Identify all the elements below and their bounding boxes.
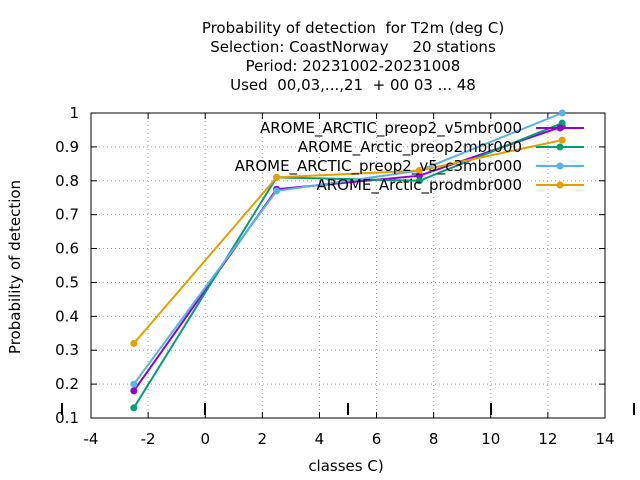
title-line-3: Period: 20231002-20231008 bbox=[245, 57, 461, 75]
x-tick-label: 2 bbox=[258, 430, 268, 448]
y-tick-label: 1 bbox=[69, 104, 79, 122]
series-line bbox=[132, 122, 563, 409]
data-point bbox=[130, 387, 138, 395]
y-axis-label: Probability of detection bbox=[6, 180, 24, 354]
series-line bbox=[133, 139, 563, 345]
x-axis-label: classes C) bbox=[308, 457, 383, 475]
title-line-1: Probability of detection for T2m (deg C) bbox=[201, 19, 505, 37]
plot-frame bbox=[90, 112, 606, 419]
data-point bbox=[558, 136, 566, 144]
legend-label: AROME_Arctic_preop2mbr000 bbox=[298, 138, 522, 157]
y-tick-label: 0.7 bbox=[55, 206, 79, 224]
x-tick-label: 4 bbox=[315, 430, 325, 448]
y-tick-label: 0.3 bbox=[55, 341, 79, 359]
data-point bbox=[130, 339, 138, 347]
legend-marker bbox=[556, 162, 564, 170]
title-line-4: Used 00,03,...,21 + 00 03 ... 48 bbox=[230, 76, 476, 94]
x-tick-label: -2 bbox=[141, 430, 156, 448]
x-tick-label: 12 bbox=[538, 430, 557, 448]
legend-label: AROME_ARCTIC_preop2_v5mbr000 bbox=[260, 119, 522, 138]
legend-marker bbox=[556, 143, 564, 151]
y-tick-label: 0.1 bbox=[55, 409, 79, 427]
legend-marker bbox=[556, 124, 564, 132]
title-line-2: Selection: CoastNorway 20 stations bbox=[210, 38, 496, 56]
data-point bbox=[415, 172, 423, 180]
legend-label: AROME_Arctic_prodmbr000 bbox=[316, 176, 522, 195]
x-tick-label: 0 bbox=[200, 430, 210, 448]
y-tick-label: 0.9 bbox=[55, 138, 79, 156]
data-point bbox=[558, 109, 566, 117]
y-tick-label: 0.5 bbox=[55, 273, 79, 291]
data-point bbox=[130, 404, 138, 412]
y-tick-label: 0.4 bbox=[55, 307, 79, 325]
data-point bbox=[273, 173, 281, 181]
x-tick-label: 14 bbox=[595, 430, 614, 448]
x-tick-label: 8 bbox=[429, 430, 439, 448]
axes: 0.1 0.2 0.3 0.4 0.5 0.6 0.7 0.8 0.9 1 -4 -2 0 2 4 6 8 10 1… bbox=[55, 104, 635, 448]
x-tick-label: 10 bbox=[481, 430, 500, 448]
y-tick-label: 0.8 bbox=[55, 172, 79, 190]
legend-marker bbox=[556, 181, 564, 189]
x-tick-label: -4 bbox=[84, 430, 99, 448]
data-point bbox=[415, 177, 423, 185]
y-tick-label: 0.6 bbox=[55, 240, 79, 258]
series-line bbox=[133, 112, 563, 385]
data-point bbox=[415, 167, 423, 175]
x-tick-label: 6 bbox=[372, 430, 382, 448]
grid bbox=[91, 113, 605, 418]
data-point bbox=[273, 187, 281, 195]
legend: AROME_ARCTIC_preop2_v5mbr000AROME_Arctic… bbox=[235, 119, 584, 195]
legend-label: AROME_ARCTIC_preop2_v5_c3mbr000 bbox=[235, 157, 522, 176]
y-tick-label: 0.2 bbox=[55, 375, 79, 393]
data-point bbox=[130, 380, 138, 388]
